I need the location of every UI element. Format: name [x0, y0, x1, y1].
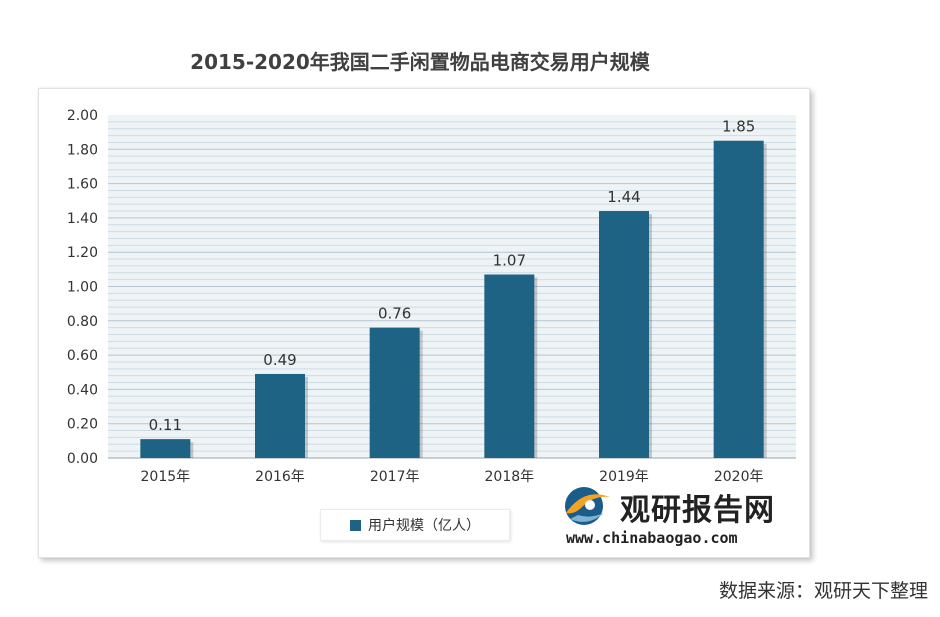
bar	[140, 439, 191, 458]
bar	[255, 373, 305, 458]
bar-value-label: 1.07	[493, 251, 526, 269]
bar-value-label: 1.85	[722, 118, 755, 136]
bar-value-label: 0.49	[263, 351, 296, 369]
watermark: 观研报告网 www.chinabaogao.com	[556, 479, 796, 554]
bar-value-label: 0.76	[378, 305, 411, 323]
brand-logo-icon	[565, 487, 610, 525]
y-tick-label: 1.40	[67, 211, 98, 227]
y-tick-label: 0.00	[67, 451, 98, 467]
x-tick-label: 2018年	[485, 469, 535, 485]
watermark-brand: 观研报告网	[620, 493, 775, 528]
x-tick-label: 2015年	[141, 469, 191, 485]
y-tick-label: 0.80	[67, 314, 98, 330]
bar	[369, 327, 420, 458]
y-tick-label: 1.80	[67, 142, 98, 158]
bar	[599, 211, 649, 458]
chart-legend: 用户规模（亿人）	[320, 509, 510, 541]
bar	[713, 140, 764, 458]
source-note: 数据来源：观研天下整理	[718, 580, 928, 602]
legend-swatch	[350, 519, 361, 531]
bar	[484, 274, 535, 458]
bar-value-label: 1.44	[607, 188, 640, 206]
chart-title: 2015-2020年我国二手闲置物品电商交易用户规模	[190, 50, 650, 74]
y-tick-label: 1.00	[67, 280, 98, 296]
y-tick-label: 1.20	[67, 245, 98, 261]
legend-label: 用户规模（亿人）	[368, 518, 480, 534]
y-tick-label: 0.40	[67, 382, 98, 398]
x-tick-label: 2017年	[370, 469, 420, 485]
bar-value-label: 0.11	[149, 416, 182, 434]
y-tick-label: 1.60	[67, 177, 98, 193]
y-tick-label: 2.00	[67, 108, 98, 124]
y-tick-label: 0.60	[67, 348, 98, 364]
y-tick-label: 0.20	[67, 417, 98, 433]
x-tick-label: 2016年	[255, 469, 305, 485]
watermark-url: www.chinabaogao.com	[566, 529, 738, 547]
x-tick-label: 2019年	[599, 469, 649, 485]
x-tick-label: 2020年	[714, 469, 764, 485]
